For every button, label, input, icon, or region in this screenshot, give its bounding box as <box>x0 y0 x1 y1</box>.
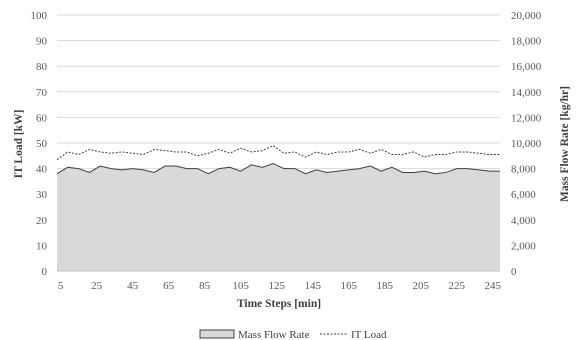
y-right-tick-label-0: 0 <box>511 266 517 278</box>
y-right-tick-label-2000: 2,000 <box>511 240 536 252</box>
x-tick-label-85: 85 <box>199 280 211 292</box>
y-right-tick-label-18000: 18,000 <box>511 36 542 48</box>
plot-series <box>56 144 500 271</box>
x-tick-label-205: 205 <box>413 280 430 292</box>
x-tick-label-145: 145 <box>304 280 321 292</box>
y-left-tick-label-50: 50 <box>36 138 48 150</box>
x-tick-label-185: 185 <box>376 280 393 292</box>
y-left-tick-label-20: 20 <box>36 215 48 227</box>
x-tick-label-125: 125 <box>268 280 285 292</box>
y-left-tick-label-10: 10 <box>36 240 48 252</box>
y-right-tick-label-8000: 8,000 <box>511 164 536 176</box>
y-left-tick-label-100: 100 <box>31 10 48 22</box>
x-tick-label-225: 225 <box>449 280 466 292</box>
x-tick-label-65: 65 <box>163 280 175 292</box>
y-right-tick-label-4000: 4,000 <box>511 215 536 227</box>
y-right-tick-label-12000: 12,000 <box>511 112 542 124</box>
x-tick-label-5: 5 <box>58 280 64 292</box>
axes: 0 10 20 30 40 50 60 70 80 90 100 0 2,000 4,000 6,000 8,… <box>31 10 542 292</box>
y-left-tick-label-90: 90 <box>36 36 48 48</box>
y-right-tick-label-6000: 6,000 <box>511 189 536 201</box>
y-right-tick-label-14000: 14,000 <box>511 87 542 99</box>
y-left-tick-label-70: 70 <box>36 87 48 99</box>
series-line-it-load <box>56 144 500 161</box>
y-right-tick-label-20000: 20,000 <box>511 10 542 22</box>
y-left-tick-label-30: 30 <box>36 189 48 201</box>
legend-label-mass-flow-rate: Mass Flow Rate <box>238 329 310 340</box>
series-area-mass-flow-rate <box>57 163 500 271</box>
series-outline-mass-flow-rate <box>56 162 500 175</box>
y-right-tick-label-16000: 16,000 <box>511 61 542 73</box>
x-axis-title: Time Steps [min] <box>237 298 321 310</box>
y-left-tick-label-80: 80 <box>36 61 48 73</box>
x-tick-label-45: 45 <box>127 280 139 292</box>
y-axis-right-title: Mass Flow Rate [kg/hr] <box>559 86 571 202</box>
y-axis-left-title: IT Load [kW] <box>13 110 25 179</box>
x-tick-label-25: 25 <box>91 280 103 292</box>
y-left-tick-label-60: 60 <box>36 112 48 124</box>
legend-label-it-load: IT Load <box>351 329 387 340</box>
y-left-tick-label-40: 40 <box>36 164 48 176</box>
y-left-tick-label-0: 0 <box>42 266 48 278</box>
legend: Mass Flow Rate IT Load <box>199 329 387 340</box>
y-right-tick-label-10000: 10,000 <box>511 138 542 150</box>
x-tick-label-105: 105 <box>232 280 249 292</box>
x-tick-label-245: 245 <box>485 280 502 292</box>
legend-swatch-mass-flow-rate <box>199 329 235 339</box>
x-tick-label-165: 165 <box>340 280 357 292</box>
